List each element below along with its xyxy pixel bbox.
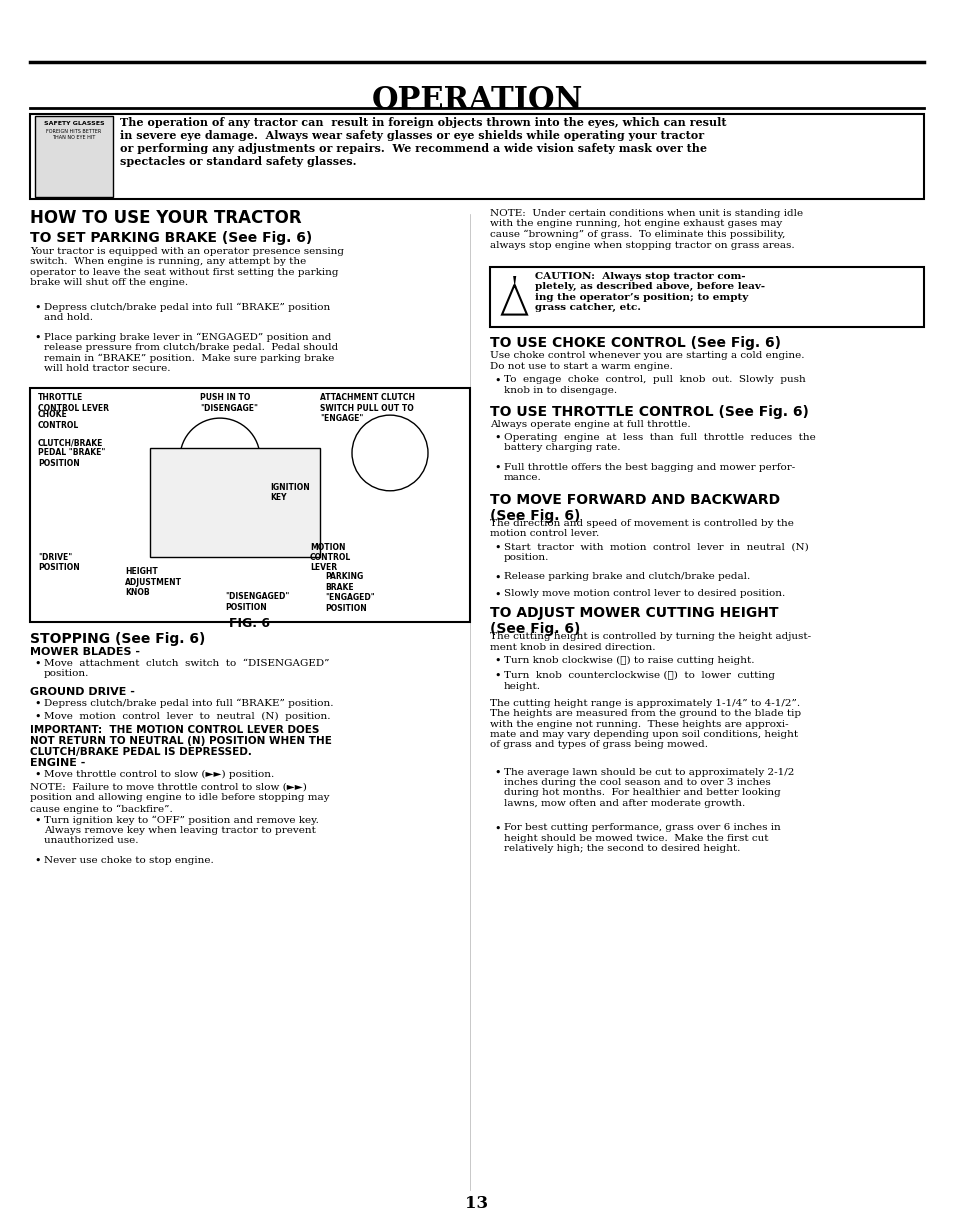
Text: HEIGHT
ADJUSTMENT
KNOB: HEIGHT ADJUSTMENT KNOB xyxy=(125,567,182,598)
Text: •: • xyxy=(494,671,500,680)
Text: •: • xyxy=(34,857,40,866)
Text: The average lawn should be cut to approximately 2-1/2
inches during the cool sea: The average lawn should be cut to approx… xyxy=(503,768,794,808)
Text: •: • xyxy=(494,824,500,833)
Text: FIG. 6: FIG. 6 xyxy=(230,617,271,631)
Text: Operating  engine  at  less  than  full  throttle  reduces  the
battery charging: Operating engine at less than full throt… xyxy=(503,433,815,452)
Text: MOWER BLADES -: MOWER BLADES - xyxy=(30,648,140,657)
Text: •: • xyxy=(34,769,40,780)
Text: •: • xyxy=(494,572,500,582)
Text: Slowly move motion control lever to desired position.: Slowly move motion control lever to desi… xyxy=(503,589,784,598)
Text: Move throttle control to slow (►►) position.: Move throttle control to slow (►►) posit… xyxy=(44,769,274,779)
Text: NOTE:  Under certain conditions when unit is standing idle
with the engine runni: NOTE: Under certain conditions when unit… xyxy=(490,209,802,249)
Text: HOW TO USE YOUR TRACTOR: HOW TO USE YOUR TRACTOR xyxy=(30,209,301,227)
Text: •: • xyxy=(494,463,500,473)
Text: •: • xyxy=(494,656,500,666)
Text: MOTION
CONTROL
LEVER: MOTION CONTROL LEVER xyxy=(310,543,351,572)
Text: •: • xyxy=(494,375,500,385)
Text: CHOKE
CONTROL: CHOKE CONTROL xyxy=(38,411,79,430)
Text: NOT RETURN TO NEUTRAL (N) POSITION WHEN THE: NOT RETURN TO NEUTRAL (N) POSITION WHEN … xyxy=(30,736,332,746)
Text: Never use choke to stop engine.: Never use choke to stop engine. xyxy=(44,857,213,865)
Text: CAUTION:  Always stop tractor com-
pletely, as described above, before leav-
ing: CAUTION: Always stop tractor com- pletel… xyxy=(535,272,764,312)
Text: CLUTCH/BRAKE
PEDAL "BRAKE"
POSITION: CLUTCH/BRAKE PEDAL "BRAKE" POSITION xyxy=(38,439,105,468)
Text: Depress clutch/brake pedal into full “BRAKE” position.: Depress clutch/brake pedal into full “BR… xyxy=(44,699,334,708)
Text: TO USE CHOKE CONTROL (See Fig. 6): TO USE CHOKE CONTROL (See Fig. 6) xyxy=(490,337,781,350)
Text: •: • xyxy=(494,433,500,443)
Text: •: • xyxy=(34,815,40,825)
Text: NOTE:  Failure to move throttle control to slow (►►): NOTE: Failure to move throttle control t… xyxy=(30,782,307,791)
Text: •: • xyxy=(494,543,500,553)
Text: TO ADJUST MOWER CUTTING HEIGHT
(See Fig. 6): TO ADJUST MOWER CUTTING HEIGHT (See Fig.… xyxy=(490,606,778,637)
Text: TO SET PARKING BRAKE (See Fig. 6): TO SET PARKING BRAKE (See Fig. 6) xyxy=(30,231,312,245)
Text: "DISENGAGED"
POSITION: "DISENGAGED" POSITION xyxy=(225,593,289,611)
Text: PARKING
BRAKE
"ENGAGED"
POSITION: PARKING BRAKE "ENGAGED" POSITION xyxy=(325,572,375,612)
Text: Start  tractor  with  motion  control  lever  in  neutral  (N)
position.: Start tractor with motion control lever … xyxy=(503,543,808,563)
Text: The cutting height range is approximately 1-1/4” to 4-1/2”.
The heights are meas: The cutting height range is approximatel… xyxy=(490,699,801,750)
Text: Release parking brake and clutch/brake pedal.: Release parking brake and clutch/brake p… xyxy=(503,572,749,582)
Text: Full throttle offers the best bagging and mower perfor-
mance.: Full throttle offers the best bagging an… xyxy=(503,463,795,482)
Text: •: • xyxy=(494,589,500,599)
Text: The cutting height is controlled by turning the height adjust-
ment knob in desi: The cutting height is controlled by turn… xyxy=(490,632,810,651)
Text: cause engine to “backfire”.: cause engine to “backfire”. xyxy=(30,804,172,814)
Text: •: • xyxy=(494,768,500,778)
Text: CLUTCH/BRAKE PEDAL IS DEPRESSED.: CLUTCH/BRAKE PEDAL IS DEPRESSED. xyxy=(30,747,252,757)
Text: To  engage  choke  control,  pull  knob  out.  Slowly  push
knob in to disengage: To engage choke control, pull knob out. … xyxy=(503,375,805,395)
Text: "DRIVE"
POSITION: "DRIVE" POSITION xyxy=(38,553,80,572)
Text: •: • xyxy=(34,303,40,312)
Text: Place parking brake lever in “ENGAGED” position and
release pressure from clutch: Place parking brake lever in “ENGAGED” p… xyxy=(44,333,338,373)
Text: FOREIGN HITS BETTER
THAN NO EYE HIT: FOREIGN HITS BETTER THAN NO EYE HIT xyxy=(47,130,102,140)
Text: ATTACHMENT CLUTCH
SWITCH PULL OUT TO
"ENGAGE": ATTACHMENT CLUTCH SWITCH PULL OUT TO "EN… xyxy=(319,394,415,423)
Text: The operation of any tractor can  result in foreign objects thrown into the eyes: The operation of any tractor can result … xyxy=(120,118,726,166)
Text: PUSH IN TO
"DISENGAGE": PUSH IN TO "DISENGAGE" xyxy=(200,394,257,413)
Text: GROUND DRIVE -: GROUND DRIVE - xyxy=(30,686,134,697)
Text: The direction and speed of movement is controlled by the
motion control lever.: The direction and speed of movement is c… xyxy=(490,519,793,538)
Text: TO MOVE FORWARD AND BACKWARD
(See Fig. 6): TO MOVE FORWARD AND BACKWARD (See Fig. 6… xyxy=(490,493,780,522)
FancyBboxPatch shape xyxy=(490,267,923,327)
Text: STOPPING (See Fig. 6): STOPPING (See Fig. 6) xyxy=(30,632,205,646)
Text: •: • xyxy=(34,712,40,722)
FancyBboxPatch shape xyxy=(30,114,923,199)
Text: !: ! xyxy=(510,275,517,292)
Text: Turn knob clockwise (✓) to raise cutting height.: Turn knob clockwise (✓) to raise cutting… xyxy=(503,656,754,665)
Text: 13: 13 xyxy=(465,1194,488,1211)
Text: Your tractor is equipped with an operator presence sensing
switch.  When engine : Your tractor is equipped with an operato… xyxy=(30,247,344,287)
Text: For best cutting performance, grass over 6 inches in
height should be mowed twic: For best cutting performance, grass over… xyxy=(503,824,780,853)
Text: IMPORTANT:  THE MOTION CONTROL LEVER DOES: IMPORTANT: THE MOTION CONTROL LEVER DOES xyxy=(30,724,319,735)
Text: •: • xyxy=(34,333,40,343)
Text: Move  motion  control  lever  to  neutral  (N)  position.: Move motion control lever to neutral (N)… xyxy=(44,712,330,720)
Text: •: • xyxy=(34,659,40,669)
Text: •: • xyxy=(34,699,40,708)
Text: SAFETY GLASSES: SAFETY GLASSES xyxy=(44,122,104,126)
Text: OPERATION: OPERATION xyxy=(371,85,582,115)
Text: TO USE THROTTLE CONTROL (See Fig. 6): TO USE THROTTLE CONTROL (See Fig. 6) xyxy=(490,405,808,419)
Text: IGNITION
KEY: IGNITION KEY xyxy=(270,482,310,502)
Text: Depress clutch/brake pedal into full “BRAKE” position
and hold.: Depress clutch/brake pedal into full “BR… xyxy=(44,303,330,322)
Text: Use choke control whenever you are starting a cold engine.
Do not use to start a: Use choke control whenever you are start… xyxy=(490,351,803,371)
Text: Turn  knob  counterclockwise (✔)  to  lower  cutting
height.: Turn knob counterclockwise (✔) to lower … xyxy=(503,671,774,690)
Text: Move  attachment  clutch  switch  to  “DISENGAGED”
position.: Move attachment clutch switch to “DISENG… xyxy=(44,659,329,678)
Text: Turn ignition key to “OFF” position and remove key.
Always remove key when leavi: Turn ignition key to “OFF” position and … xyxy=(44,815,318,846)
FancyBboxPatch shape xyxy=(30,389,470,622)
Text: position and allowing engine to idle before stopping may: position and allowing engine to idle bef… xyxy=(30,793,329,802)
Text: Always operate engine at full throttle.: Always operate engine at full throttle. xyxy=(490,420,690,429)
Text: THROTTLE
CONTROL LEVER: THROTTLE CONTROL LEVER xyxy=(38,394,109,413)
FancyBboxPatch shape xyxy=(35,117,112,197)
FancyBboxPatch shape xyxy=(150,448,319,558)
Text: ENGINE -: ENGINE - xyxy=(30,758,85,768)
